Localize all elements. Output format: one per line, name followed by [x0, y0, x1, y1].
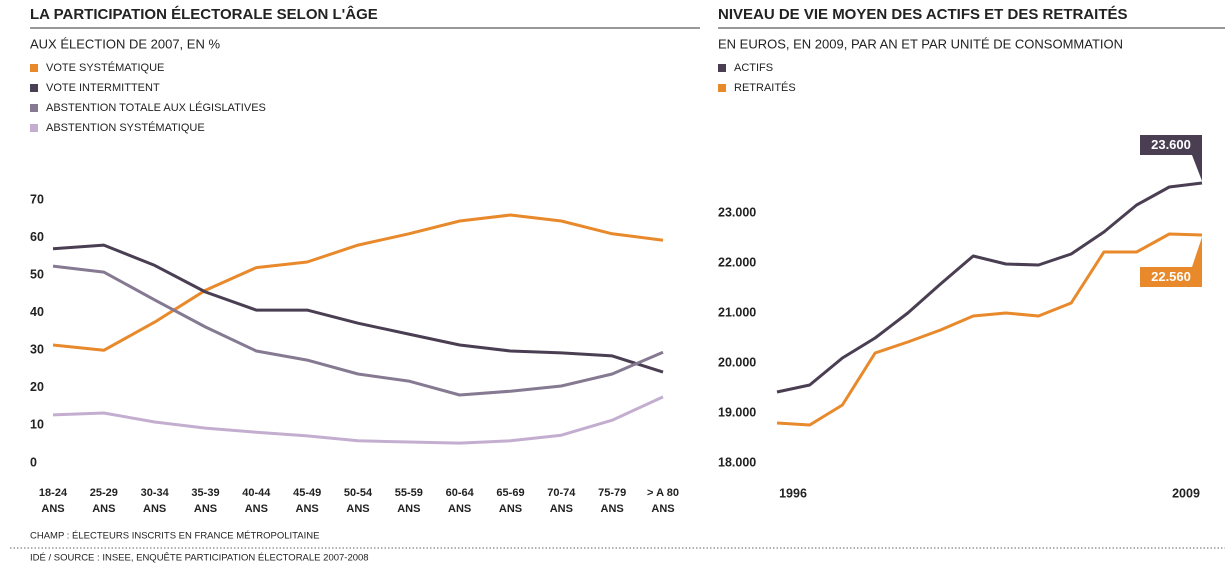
y-tick-label: 18.000 — [718, 455, 756, 469]
legend-swatch — [718, 64, 726, 72]
legend-swatch — [718, 84, 726, 92]
x-tick-label: 75-79 ANS — [598, 487, 627, 515]
x-tick-label: 40-44 ANS — [242, 487, 271, 515]
label-box — [1140, 135, 1202, 155]
data-label: 23.600 — [1151, 137, 1191, 152]
series-line — [776, 181, 1203, 394]
x-tick-label: 30-34 ANS — [140, 487, 169, 515]
y-tick-label: 40 — [30, 305, 44, 319]
series-line — [52, 243, 664, 374]
legend-swatch — [30, 64, 38, 72]
series-line — [52, 213, 664, 352]
data-label: 22.560 — [1151, 269, 1191, 284]
y-tick-label: 0 — [30, 455, 37, 469]
label-pointer — [1192, 155, 1202, 181]
legend-label: RETRAITÉS — [734, 81, 796, 94]
legend-label: ACTIFS — [734, 62, 773, 74]
legend-label: ABSTENTION SYSTÉMATIQUE — [46, 121, 205, 134]
x-tick-label: 50-54 ANS — [343, 487, 373, 515]
source: IDÉ / SOURCE : INSEE, ENQUÊTE PARTICIPAT… — [30, 553, 369, 564]
y-tick-label: 20.000 — [718, 355, 756, 369]
x-tick-label: 70-74 ANS — [547, 487, 576, 515]
x-tick-label: 65-69 ANS — [496, 487, 525, 515]
y-tick-label: 10 — [30, 418, 44, 432]
legend-swatch — [30, 104, 38, 112]
x-tick-label: > A 80 ANS — [647, 487, 679, 515]
y-tick-label: 70 — [30, 192, 44, 206]
y-tick-label: 19.000 — [718, 405, 756, 419]
y-tick-label: 22.000 — [718, 255, 756, 269]
series-line — [52, 264, 664, 397]
x-tick-label: 25-29 ANS — [89, 487, 118, 515]
x-tick-label: 2009 — [1172, 486, 1200, 500]
y-tick-label: 23.000 — [718, 205, 756, 219]
label-pointer — [1192, 237, 1202, 267]
chart-subtitle: EN EUROS, EN 2009, PAR AN ET PAR UNITÉ D… — [718, 36, 1123, 51]
chart-title: LA PARTICIPATION ÉLECTORALE SELON L'ÂGE — [30, 5, 378, 23]
label-box — [1140, 267, 1202, 287]
x-tick-label: 18-24 ANS — [38, 487, 68, 515]
series-line — [776, 232, 1203, 427]
legend-label: VOTE INTERMITTENT — [46, 82, 160, 94]
legend-label: VOTE SYSTÉMATIQUE — [46, 61, 164, 74]
x-tick-label: 60-64 ANS — [445, 487, 474, 515]
series-line — [52, 395, 664, 445]
x-tick-label: 55-59 ANS — [394, 487, 423, 515]
chart-subtitle: AUX ÉLECTION DE 2007, EN % — [30, 36, 220, 51]
y-tick-label: 30 — [30, 343, 44, 357]
y-tick-label: 21.000 — [718, 305, 756, 319]
x-tick-label: 45-49 ANS — [293, 487, 322, 515]
legend-swatch — [30, 84, 38, 92]
y-tick-label: 50 — [30, 267, 44, 281]
y-tick-label: 20 — [30, 380, 44, 394]
legend-swatch — [30, 124, 38, 132]
x-tick-label: 35-39 ANS — [191, 487, 220, 515]
legend-label: ABSTENTION TOTALE AUX LÉGISLATIVES — [46, 101, 266, 114]
chart-title: NIVEAU DE VIE MOYEN DES ACTIFS ET DES RE… — [718, 6, 1128, 23]
y-tick-label: 60 — [30, 230, 44, 244]
x-tick-label: 1996 — [779, 486, 807, 500]
chart-note: CHAMP : ÉLECTEURS INSCRITS EN FRANCE MÉT… — [30, 531, 319, 542]
